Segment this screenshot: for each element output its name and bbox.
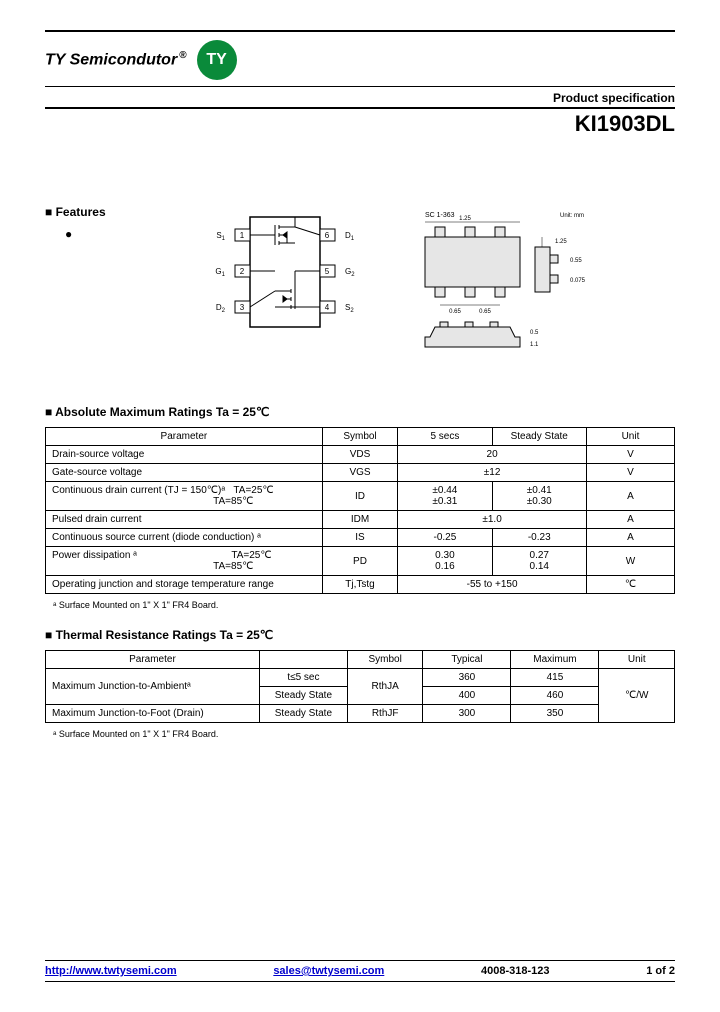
- svg-text:G1: G1: [215, 267, 225, 278]
- table-row: Drain-source voltageVDS20V: [46, 446, 675, 464]
- svg-text:S2: S2: [345, 303, 354, 314]
- svg-text:1.25: 1.25: [459, 216, 471, 222]
- col-cond: [259, 651, 347, 669]
- table-header-row: Parameter Symbol Typical Maximum Unit: [46, 651, 675, 669]
- col-typ: Typical: [423, 651, 511, 669]
- svg-text:D2: D2: [216, 303, 226, 314]
- thermal-footnote: ᵃ Surface Mounted on 1" X 1" FR4 Board.: [53, 729, 675, 739]
- features-title: Features: [45, 205, 205, 219]
- col-5secs: 5 secs: [398, 428, 492, 446]
- svg-text:G2: G2: [345, 267, 355, 278]
- col-symbol: Symbol: [347, 651, 422, 669]
- abs-max-title: Absolute Maximum Ratings Ta = 25℃: [45, 405, 675, 419]
- svg-text:5: 5: [325, 267, 330, 276]
- svg-text:3: 3: [240, 303, 245, 312]
- col-steady: Steady State: [492, 428, 586, 446]
- svg-text:1.1: 1.1: [530, 342, 539, 348]
- pkg-title: SC 1-363: [425, 212, 455, 219]
- table-row: Continuous source current (diode conduct…: [46, 529, 675, 547]
- footer: http://www.twtysemi.com sales@twtysemi.c…: [45, 960, 675, 982]
- thermal-table: Parameter Symbol Typical Maximum Unit Ma…: [45, 650, 675, 723]
- part-number: KI1903DL: [45, 111, 675, 137]
- svg-text:0.5: 0.5: [530, 330, 539, 336]
- col-unit: Unit: [599, 651, 675, 669]
- svg-text:0.075: 0.075: [570, 278, 586, 284]
- abs-max-footnote: ᵃ Surface Mounted on 1" X 1" FR4 Board.: [53, 600, 675, 610]
- svg-text:6: 6: [325, 231, 330, 240]
- svg-text:2: 2: [240, 267, 245, 276]
- abs-max-table: Parameter Symbol 5 secs Steady State Uni…: [45, 427, 675, 594]
- svg-text:4: 4: [325, 303, 330, 312]
- col-param: Parameter: [46, 651, 260, 669]
- svg-text:0.55: 0.55: [570, 258, 582, 264]
- footer-url[interactable]: http://www.twtysemi.com: [45, 965, 177, 977]
- table-row: Gate-source voltageVGS±12V: [46, 464, 675, 482]
- table-row: Operating junction and storage temperatu…: [46, 576, 675, 594]
- package-diagram: SC 1-363 Unit: mm 1.25 0.65 0.65: [405, 207, 605, 357]
- col-unit: Unit: [586, 428, 674, 446]
- table-header-row: Parameter Symbol 5 secs Steady State Uni…: [46, 428, 675, 446]
- svg-text:D1: D1: [345, 231, 355, 242]
- svg-text:1.25: 1.25: [555, 239, 567, 245]
- svg-text:1: 1: [240, 231, 245, 240]
- feature-bullet: ●: [65, 227, 205, 241]
- footer-phone: 4008-318-123: [481, 965, 550, 977]
- footer-email[interactable]: sales@twtysemi.com: [273, 965, 384, 977]
- spec-label: Product specification: [45, 91, 675, 109]
- svg-text:0.65: 0.65: [479, 309, 491, 315]
- company-name: TY Semicondutor®: [45, 50, 187, 69]
- logo-badge: TY: [197, 40, 237, 80]
- table-row: Maximum Junction-to-Foot (Drain) Steady …: [46, 705, 675, 723]
- col-max: Maximum: [511, 651, 599, 669]
- col-param: Parameter: [46, 428, 323, 446]
- table-row: Maximum Junction-to-Ambientᵃ t≤5 sec Rth…: [46, 669, 675, 687]
- table-row: Power dissipation ᵃ TA=25℃ TA=85℃PD0.300…: [46, 547, 675, 576]
- table-row: Pulsed drain currentIDM±1.0A: [46, 511, 675, 529]
- pin-diagram: 1 S1 2 G1 3 D2 6 D1 5 G2 4 S2: [205, 207, 365, 337]
- svg-text:S1: S1: [216, 231, 225, 242]
- col-symbol: Symbol: [322, 428, 397, 446]
- table-row: Continuous drain current (TJ = 150℃)ᵃ TA…: [46, 482, 675, 511]
- top-rule: [45, 30, 675, 32]
- diagrams: 1 S1 2 G1 3 D2 6 D1 5 G2 4 S2: [205, 207, 605, 357]
- pkg-unit: Unit: mm: [560, 213, 584, 219]
- svg-text:0.65: 0.65: [449, 309, 461, 315]
- footer-page: 1 of 2: [646, 965, 675, 977]
- thermal-title: Thermal Resistance Ratings Ta = 25℃: [45, 628, 675, 642]
- header: TY Semicondutor® TY: [45, 40, 675, 87]
